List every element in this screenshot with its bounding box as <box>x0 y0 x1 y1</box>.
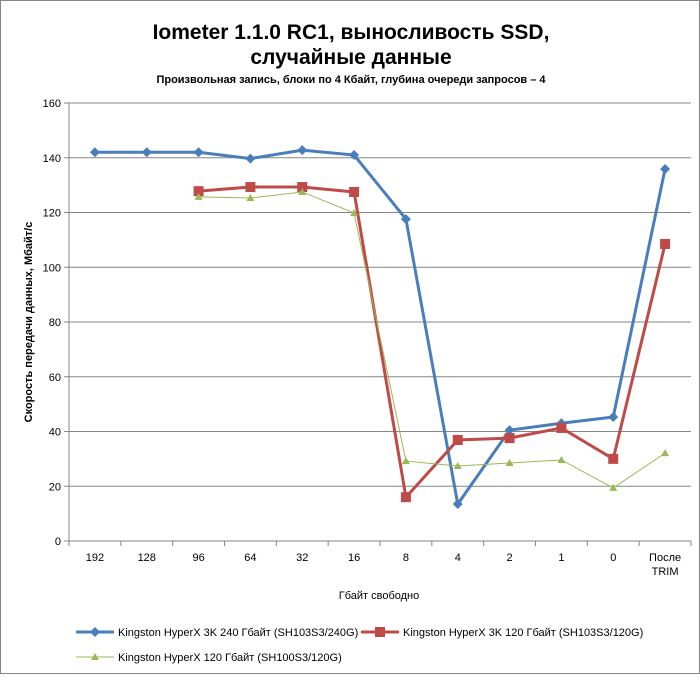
x-axis-label: Гбайт свободно <box>339 590 420 602</box>
data-point <box>505 458 514 466</box>
x-tick-label: 4 <box>455 552 461 564</box>
data-point <box>452 499 463 510</box>
x-tick-label: 192 <box>86 552 104 564</box>
x-tick-label: 1 <box>558 552 564 564</box>
data-point <box>557 455 566 463</box>
x-tick-label: 16 <box>348 552 360 564</box>
x-tick-label: 64 <box>244 552 256 564</box>
data-point <box>350 209 359 217</box>
data-point <box>453 461 462 469</box>
data-point <box>609 483 618 491</box>
data-point <box>141 147 152 158</box>
data-point <box>400 214 411 225</box>
legend-label: Kingston HyperX 120 Гбайт (SH100S3/120G) <box>118 652 342 664</box>
series-line <box>94 148 667 508</box>
series-line <box>198 191 666 489</box>
data-point <box>504 433 515 444</box>
data-point <box>349 186 360 197</box>
y-tick-label: 120 <box>43 208 61 220</box>
series-0 <box>89 145 671 510</box>
data-point <box>193 186 204 197</box>
data-point <box>349 150 360 161</box>
chart-title-line1: Iometer 1.1.0 RC1, выносливость SSD, <box>153 21 550 44</box>
legend-label: Kingston HyperX 3K 120 Гбайт (SH103S3/12… <box>403 627 643 639</box>
legend-marker <box>91 653 99 660</box>
x-tick-label: 0 <box>610 552 616 564</box>
data-point <box>608 411 619 422</box>
legend: Kingston HyperX 3K 240 Гбайт (SH103S3/24… <box>76 627 643 664</box>
data-point <box>504 425 515 436</box>
y-tick-label: 40 <box>49 427 61 439</box>
y-axis-label: Скорость передачи данных, Мбайт/с <box>23 222 35 423</box>
series-2 <box>194 187 670 491</box>
data-point <box>661 449 670 457</box>
x-tick-label: 32 <box>296 552 308 564</box>
legend-marker <box>90 627 100 637</box>
chart-title-line2: случайные данные <box>250 46 451 69</box>
data-point <box>194 192 203 200</box>
data-point <box>298 187 307 195</box>
legend-marker <box>375 627 385 637</box>
series-1 <box>193 182 671 503</box>
data-point <box>297 182 308 193</box>
legend-label: Kingston HyperX 3K 240 Гбайт (SH103S3/24… <box>118 627 358 639</box>
data-point <box>660 238 671 249</box>
data-point <box>297 145 308 156</box>
data-point <box>89 147 100 158</box>
y-tick-label: 140 <box>43 153 61 165</box>
x-tick-label: 96 <box>192 552 204 564</box>
data-point <box>660 163 671 174</box>
x-tick-label: 2 <box>507 552 513 564</box>
y-tick-label: 80 <box>49 317 61 329</box>
data-point <box>608 453 619 464</box>
data-point <box>245 182 256 193</box>
x-tick-label: После TRIM <box>649 552 681 578</box>
data-point <box>556 422 567 433</box>
y-tick-label: 60 <box>49 372 61 384</box>
data-point <box>400 492 411 503</box>
data-point <box>401 457 410 465</box>
data-point <box>193 147 204 158</box>
y-tick-label: 0 <box>55 536 61 548</box>
chart-subtitle: Произвольная запись, блоки по 4 Кбайт, г… <box>156 74 546 86</box>
series-line <box>198 185 667 501</box>
y-tick-label: 160 <box>43 98 61 110</box>
x-tick-label: 8 <box>403 552 409 564</box>
y-tick-label: 20 <box>49 481 61 493</box>
data-point <box>246 193 255 201</box>
data-point <box>452 434 463 445</box>
data-point <box>245 153 256 164</box>
x-tick-label: 128 <box>138 552 156 564</box>
y-tick-label: 100 <box>43 262 61 274</box>
